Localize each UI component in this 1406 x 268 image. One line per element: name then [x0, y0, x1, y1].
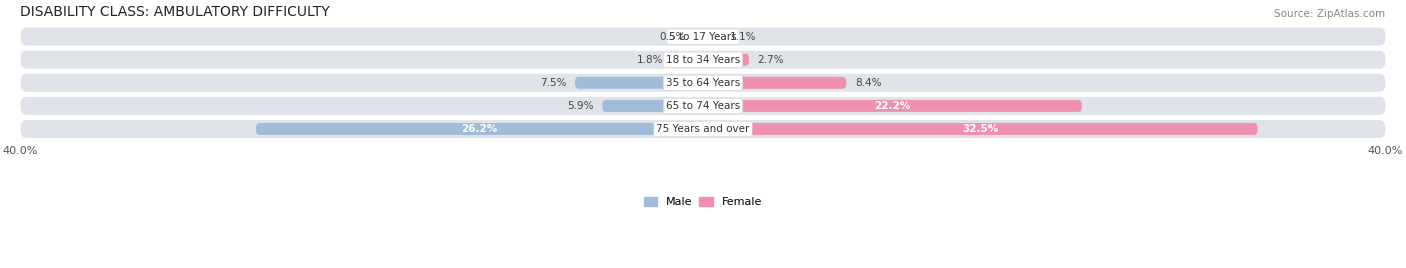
Text: 8.4%: 8.4%: [855, 78, 882, 88]
FancyBboxPatch shape: [703, 123, 1257, 135]
FancyBboxPatch shape: [21, 28, 1385, 46]
FancyBboxPatch shape: [672, 54, 703, 66]
Text: 18 to 34 Years: 18 to 34 Years: [666, 55, 740, 65]
Text: 35 to 64 Years: 35 to 64 Years: [666, 78, 740, 88]
Text: 1.8%: 1.8%: [637, 55, 664, 65]
Text: Source: ZipAtlas.com: Source: ZipAtlas.com: [1274, 9, 1385, 19]
FancyBboxPatch shape: [703, 77, 846, 89]
Legend: Male, Female: Male, Female: [640, 192, 766, 212]
Text: 22.2%: 22.2%: [875, 101, 911, 111]
FancyBboxPatch shape: [21, 74, 1385, 92]
Text: 0.5%: 0.5%: [659, 32, 686, 42]
Text: 75 Years and over: 75 Years and over: [657, 124, 749, 134]
Text: 65 to 74 Years: 65 to 74 Years: [666, 101, 740, 111]
Text: DISABILITY CLASS: AMBULATORY DIFFICULTY: DISABILITY CLASS: AMBULATORY DIFFICULTY: [21, 5, 330, 19]
Text: 5.9%: 5.9%: [567, 101, 593, 111]
FancyBboxPatch shape: [575, 77, 703, 89]
FancyBboxPatch shape: [21, 97, 1385, 115]
FancyBboxPatch shape: [695, 31, 703, 43]
FancyBboxPatch shape: [21, 120, 1385, 138]
Text: 26.2%: 26.2%: [461, 124, 498, 134]
Text: 1.1%: 1.1%: [730, 32, 756, 42]
FancyBboxPatch shape: [703, 31, 721, 43]
Text: 5 to 17 Years: 5 to 17 Years: [669, 32, 737, 42]
Text: 32.5%: 32.5%: [962, 124, 998, 134]
FancyBboxPatch shape: [703, 54, 749, 66]
Text: 7.5%: 7.5%: [540, 78, 567, 88]
FancyBboxPatch shape: [21, 51, 1385, 69]
Text: 2.7%: 2.7%: [758, 55, 785, 65]
FancyBboxPatch shape: [256, 123, 703, 135]
FancyBboxPatch shape: [703, 100, 1081, 112]
FancyBboxPatch shape: [602, 100, 703, 112]
